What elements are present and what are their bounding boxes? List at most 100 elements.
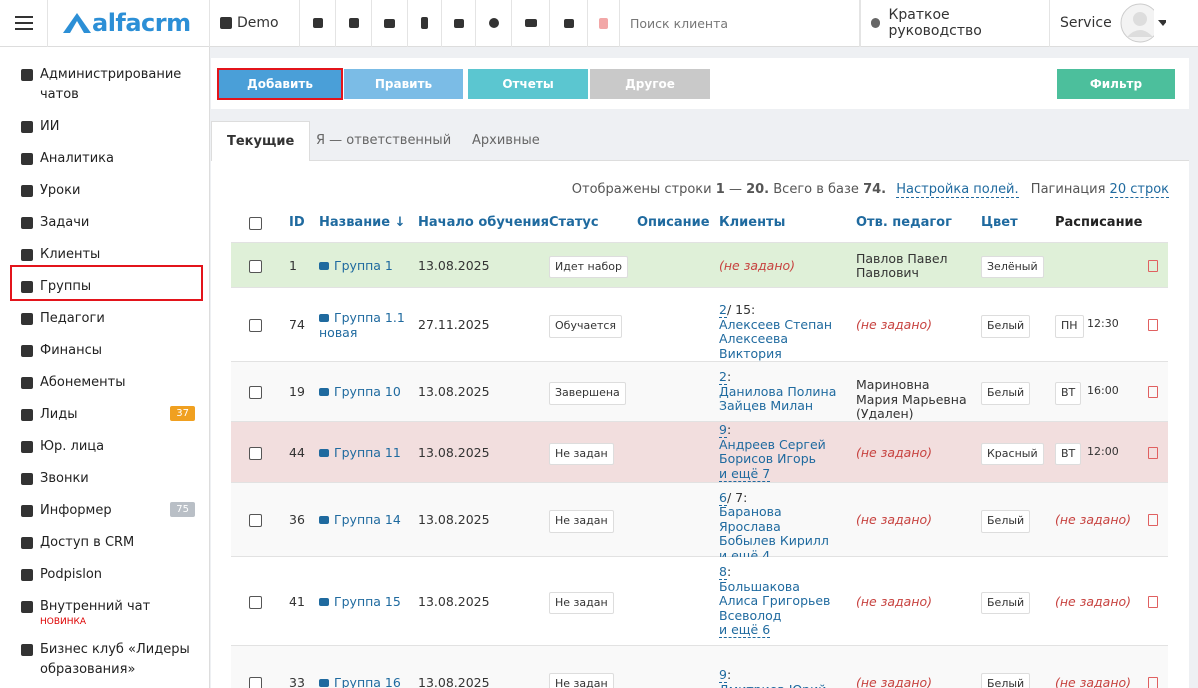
client-count[interactable]: 2	[719, 302, 727, 319]
delete-icon[interactable]	[1148, 677, 1158, 688]
client-names[interactable]: Баранова Ярослава Бобылев Кирилл	[719, 504, 829, 549]
group-name[interactable]: Группа 11	[319, 445, 409, 461]
client-limit: :	[726, 564, 732, 579]
other-button[interactable]: Другое	[590, 69, 710, 99]
fields-link[interactable]: Настройка полей.	[896, 182, 1019, 198]
group-name[interactable]: Группа 10	[319, 384, 409, 400]
group-name[interactable]: Группа 1	[319, 258, 409, 274]
clients: 6/ 7: Баранова Ярослава Бобылев Кирилл и е…	[719, 489, 837, 564]
nav-item[interactable]: Педагоги	[0, 309, 209, 329]
column-header[interactable]: Описание	[637, 215, 710, 230]
column-header[interactable]: Цвет	[981, 215, 1018, 230]
edit-button[interactable]: Править	[344, 69, 463, 99]
client-names[interactable]: Дмитриев Юрий	[719, 682, 837, 688]
nav-item[interactable]: Лиды 37	[0, 405, 209, 425]
group-name[interactable]: Группа 1.1 новая	[319, 310, 409, 340]
column-header[interactable]: Клиенты	[719, 215, 786, 230]
tools-icon[interactable]	[336, 0, 372, 47]
nav-item[interactable]: Группы	[0, 277, 209, 297]
branch-select[interactable]: Demo	[210, 0, 300, 47]
checkbox[interactable]	[249, 677, 262, 688]
delete-icon[interactable]	[1148, 319, 1158, 331]
nav-icon	[21, 313, 33, 325]
tab[interactable]: Текущие	[211, 121, 311, 162]
column-header[interactable]: Статус	[549, 215, 599, 230]
nav-item[interactable]: Уроки	[0, 181, 209, 201]
chat-icon[interactable]	[476, 0, 512, 47]
checkbox[interactable]	[249, 259, 262, 273]
add-icon[interactable]	[300, 0, 336, 47]
nav-item[interactable]: Информер 75	[0, 501, 209, 521]
checkbox[interactable]	[249, 595, 262, 609]
delete-icon[interactable]	[1148, 386, 1158, 398]
logo[interactable]: alfacrm	[48, 0, 210, 47]
filter-button[interactable]: Фильтр	[1057, 69, 1175, 99]
nav-item[interactable]: Звонки	[0, 469, 209, 489]
nav-icon	[21, 644, 33, 656]
nav-item[interactable]: Задачи	[0, 213, 209, 233]
delete-icon[interactable]	[1148, 446, 1158, 459]
group-name[interactable]: Группа 14	[319, 512, 409, 528]
delete-icon[interactable]	[1148, 514, 1158, 526]
clients: 9: Андреев Сергей Борисов Игорь и ещё 7	[719, 422, 837, 482]
client-count[interactable]: 8	[719, 564, 727, 580]
nav-item[interactable]: Юр. лица	[0, 437, 209, 457]
tab[interactable]: Архивные	[472, 133, 540, 148]
checkbox[interactable]	[249, 446, 262, 460]
delete-icon[interactable]	[1148, 259, 1158, 272]
checkbox[interactable]	[249, 319, 262, 332]
nav-item[interactable]: Внутренний чат НОВИНКА	[0, 597, 209, 628]
tab[interactable]: Я — ответственный	[316, 133, 452, 148]
client-more[interactable]: и ещё 7	[719, 465, 771, 482]
user[interactable]: Service	[1050, 0, 1176, 47]
group-name[interactable]: Группа 16	[319, 675, 409, 688]
client-names[interactable]: Большакова Алиса Григорьев Всеволод	[719, 578, 831, 623]
checkbox[interactable]	[249, 217, 262, 230]
nav-item[interactable]: Аналитика	[0, 149, 209, 169]
schedule-day: ВТ	[1055, 442, 1082, 465]
nav-item[interactable]: Доступ в CRM	[0, 533, 209, 553]
column-header[interactable]: Название ↓	[319, 215, 406, 230]
column-header[interactable]: Расписание	[1055, 215, 1143, 230]
column-header[interactable]: ID	[289, 215, 305, 230]
client-more[interactable]: и ещё 6	[719, 622, 771, 638]
delete-icon[interactable]	[1148, 595, 1158, 608]
client-count[interactable]: 9	[719, 667, 727, 684]
telegram-icon[interactable]	[442, 0, 476, 47]
nav-item[interactable]: Абонементы	[0, 373, 209, 393]
group-name-text: Группа 16	[334, 675, 401, 688]
nav-item[interactable]: Финансы	[0, 341, 209, 361]
search[interactable]: Поиск клиента	[620, 0, 860, 47]
client-count[interactable]: 9	[719, 422, 727, 439]
mail-icon[interactable]	[372, 0, 408, 47]
client-count[interactable]: 6	[719, 489, 727, 506]
nav-item[interactable]: Podpislon	[0, 565, 209, 585]
nav-item[interactable]: Бизнес клуб «Лидеры образования»	[0, 640, 209, 680]
cart-icon[interactable]	[550, 0, 588, 47]
reports-button[interactable]: Отчеты	[468, 69, 588, 99]
nav-item[interactable]: ИИ	[0, 117, 209, 137]
menu-button[interactable]	[0, 0, 48, 47]
nav-icon	[21, 217, 33, 229]
column-header[interactable]: Отв. педагог	[856, 215, 952, 230]
client-count[interactable]: 2	[719, 369, 727, 386]
start-date: 13.08.2025	[418, 384, 490, 399]
add-button[interactable]: Добавить	[218, 69, 342, 99]
guide[interactable]: Краткое руководство	[860, 0, 1050, 47]
bell-icon[interactable]	[588, 0, 620, 47]
group-icon	[319, 448, 329, 457]
column-header[interactable]: Начало обучения	[418, 215, 549, 230]
phone-icon[interactable]	[408, 0, 442, 47]
client-names[interactable]: Алексеев Степан Алексеева Виктория	[719, 316, 833, 361]
nav-item[interactable]: Клиенты	[0, 245, 209, 265]
menu-icon	[14, 16, 33, 30]
client-names[interactable]: Андреев Сергей Борисов Игорь	[719, 436, 826, 467]
client-names[interactable]: Данилова Полина Зайцев Милан	[719, 383, 837, 414]
per-page-link[interactable]: 20 строк	[1109, 182, 1169, 198]
vk-icon[interactable]	[512, 0, 550, 47]
nav-item[interactable]: Администрирование чатов	[0, 65, 209, 105]
checkbox[interactable]	[249, 386, 262, 399]
group-name[interactable]: Группа 15	[319, 594, 409, 610]
checkbox[interactable]	[249, 514, 262, 527]
